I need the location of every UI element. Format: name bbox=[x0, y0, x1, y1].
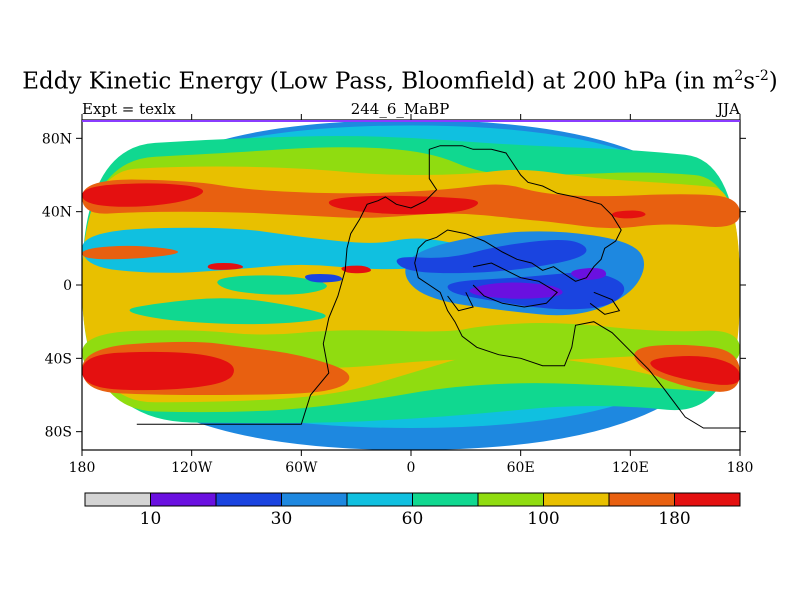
title-exponent-2: -2 bbox=[755, 68, 769, 84]
chart-title: Eddy Kinetic Energy (Low Pass, Bloomfiel… bbox=[0, 68, 800, 95]
continent-outline bbox=[447, 292, 474, 312]
continent-outlines bbox=[136, 145, 740, 429]
x-tick-label: 120W bbox=[171, 460, 213, 476]
contour-region bbox=[304, 274, 343, 283]
colorbar-box bbox=[215, 492, 282, 507]
contour-region bbox=[328, 195, 479, 215]
colorbar-label: 180 bbox=[658, 509, 690, 529]
contour-region bbox=[82, 245, 178, 260]
contour-region bbox=[82, 351, 234, 391]
colorbar-label: 100 bbox=[527, 509, 559, 529]
colorbar: 10 30 60 100 180 bbox=[84, 492, 741, 529]
x-tick-label: 0 bbox=[407, 460, 416, 476]
contour-region bbox=[341, 265, 372, 274]
title-exponent-1: 2 bbox=[734, 68, 744, 84]
y-tick-label: 80S bbox=[45, 425, 72, 441]
contour-region bbox=[82, 183, 204, 207]
title-close: ) bbox=[768, 68, 778, 95]
contour-region bbox=[207, 263, 244, 270]
x-tick-label: 120E bbox=[612, 460, 649, 476]
colorbar-box bbox=[84, 492, 151, 507]
right-subtitle: JJA bbox=[717, 100, 740, 118]
colorbar-label: 10 bbox=[140, 509, 162, 529]
x-tick-label: 180 bbox=[69, 460, 96, 476]
title-unit-s: s bbox=[743, 68, 756, 95]
axis-ticks: 180 120W 60W 0 60E 120E 180 80N 40N 0 40S 80S bbox=[42, 114, 753, 476]
y-tick-label: 0 bbox=[63, 278, 72, 294]
colorbar-box bbox=[674, 492, 741, 507]
contour-region bbox=[217, 275, 327, 295]
x-tick-label: 180 bbox=[727, 460, 754, 476]
y-tick-label: 40N bbox=[42, 205, 72, 221]
colorbar-box bbox=[477, 492, 544, 507]
left-subtitle: Expt = texlx bbox=[82, 100, 176, 118]
colorbar-box bbox=[412, 492, 479, 507]
contour-region bbox=[612, 210, 646, 219]
colorbar-box bbox=[543, 492, 610, 507]
title-main: Eddy Kinetic Energy (Low Pass, Bloomfiel… bbox=[22, 68, 735, 95]
continent-outline bbox=[136, 145, 740, 429]
contour-region bbox=[129, 298, 326, 325]
colorbar-box bbox=[346, 492, 413, 507]
x-tick-label: 60W bbox=[285, 460, 318, 476]
contour-region bbox=[396, 239, 587, 274]
continent-outline bbox=[589, 291, 621, 315]
colorbar-label: 30 bbox=[271, 509, 293, 529]
contour-fields bbox=[82, 120, 740, 450]
y-tick-label: 40S bbox=[45, 351, 72, 367]
x-tick-label: 60E bbox=[507, 460, 535, 476]
colorbar-label: 60 bbox=[402, 509, 424, 529]
contour-region bbox=[469, 282, 563, 299]
colorbar-box bbox=[150, 492, 217, 507]
center-subtitle: 244_6_MaBP bbox=[350, 100, 450, 118]
contour-region bbox=[650, 356, 740, 385]
colorbar-box bbox=[608, 492, 675, 507]
y-tick-label: 80N bbox=[42, 131, 72, 147]
colorbar-box bbox=[281, 492, 348, 507]
continent-outline bbox=[472, 262, 559, 308]
